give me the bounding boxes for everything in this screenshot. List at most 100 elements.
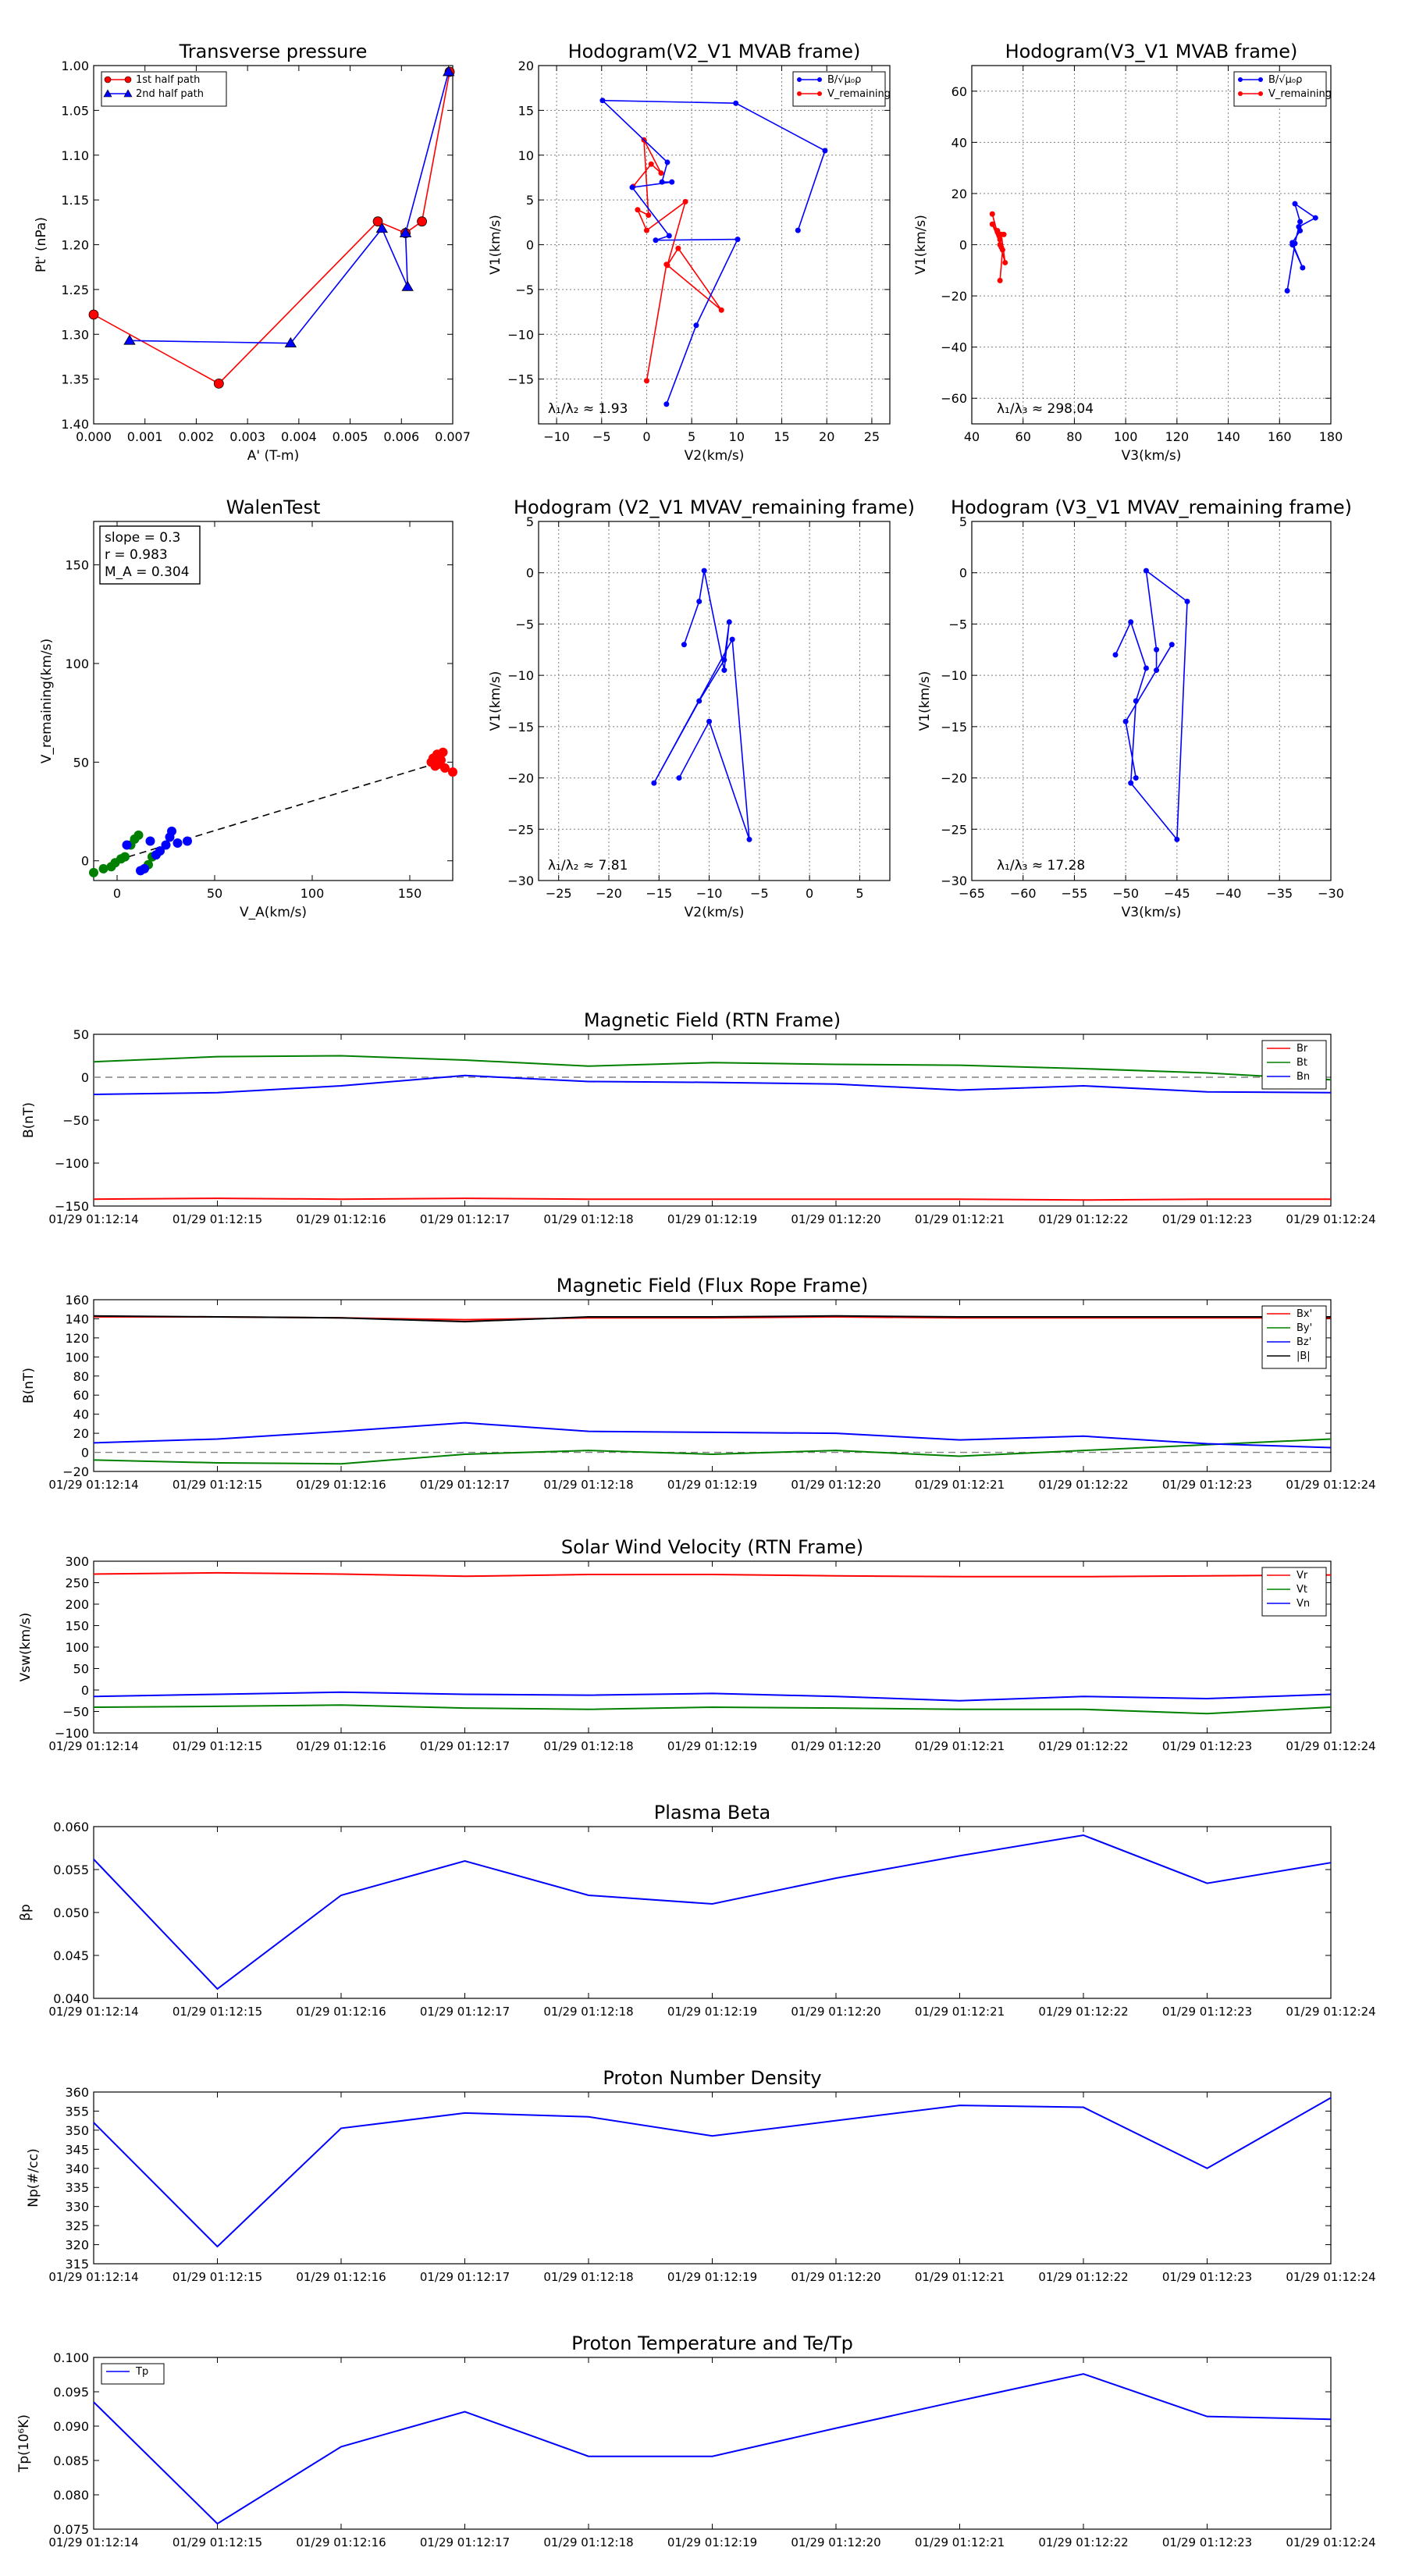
x-tick-label: 10 (729, 429, 745, 444)
legend-label: Br (1297, 1043, 1308, 1055)
data-point (682, 198, 688, 205)
data-point (721, 656, 727, 663)
legend-marker (1258, 91, 1263, 96)
ratio-annotation: λ₁/λ₃ ≈ 17.28 (997, 858, 1085, 873)
data-point (1154, 667, 1160, 674)
data-point (746, 836, 752, 842)
y-tick-label: −5 (515, 617, 534, 632)
x-axis-label: V3(km/s) (1122, 448, 1182, 464)
x-tick-label: 01/29 01:12:17 (420, 1212, 510, 1226)
data-point (675, 245, 681, 251)
hodogram-mvab-v2-panel: −10 −5 0 5 10 15 20 25 20 15 10 5 0 −5 −10 −15 Hodogram(… (488, 41, 891, 464)
plot-frame (93, 1034, 1332, 1207)
series-line-data (93, 1834, 1332, 1991)
y-tick-label: 0 (81, 1070, 89, 1085)
x-tick-label: 01/29 01:12:23 (1162, 1212, 1252, 1226)
ratio-annotation: λ₁/λ₂ ≈ 1.93 (548, 401, 628, 417)
x-tick-label: 15 (774, 429, 789, 444)
y-tick-label: −60 (941, 391, 967, 406)
legend-label: V_remaining (1268, 88, 1332, 100)
data-point (658, 170, 664, 176)
y-tick-label: 1.40 (61, 417, 89, 432)
legend-label: 1st half path (136, 74, 200, 86)
y-tick-label: 0.075 (53, 2522, 89, 2537)
legend-label: Vn (1297, 1598, 1310, 1610)
y-tick-label: 0 (959, 238, 967, 253)
x-tick-label: 01/29 01:12:18 (543, 2270, 633, 2284)
data-point (676, 775, 682, 781)
legend-label: Bt (1297, 1057, 1307, 1069)
x-tick-label: 0.007 (435, 429, 471, 444)
x-tick-label: 0.000 (76, 429, 112, 444)
data-point (122, 840, 132, 850)
legend-marker (817, 91, 822, 96)
y-tick-label: 1.20 (61, 238, 89, 253)
x-tick-label: 01/29 01:12:14 (48, 2535, 138, 2549)
data-point (994, 227, 1001, 233)
y-tick-label: 0.085 (53, 2453, 89, 2468)
y-axis-label: B(nT) (21, 1102, 37, 1138)
x-tick-label: 0.004 (281, 429, 317, 444)
x-tick-label: 01/29 01:12:22 (1038, 2005, 1128, 2019)
x-tick-label: 01/29 01:12:17 (420, 1739, 510, 1753)
x-tick-label: 01/29 01:12:20 (791, 1212, 880, 1226)
plot-frame (93, 1560, 1332, 1734)
x-tick-label: 01/29 01:12:14 (48, 1212, 138, 1226)
y-tick-label: 0.090 (53, 2419, 89, 2434)
plot-frame (93, 65, 454, 425)
y-tick-label: −5 (515, 283, 534, 297)
x-tick-label: 01/29 01:12:20 (791, 1478, 880, 1492)
x-tick-label: 01/29 01:12:15 (173, 2005, 262, 2019)
x-tick-label: 01/29 01:12:21 (915, 2535, 1005, 2549)
legend-marker (797, 77, 802, 82)
legend-marker (124, 76, 132, 84)
series-line-data (93, 2097, 1332, 2248)
x-tick-label: 0 (806, 886, 813, 901)
x-tick-label: −25 (546, 886, 572, 901)
x-tick-label: 01/29 01:12:24 (1286, 1212, 1375, 1226)
legend-box (1233, 71, 1327, 107)
y-tick-label: −10 (507, 327, 534, 342)
x-tick-label: 0.005 (333, 429, 368, 444)
plot-frame (971, 65, 1332, 425)
x-tick-label: 01/29 01:12:16 (296, 2005, 386, 2019)
data-point (659, 179, 665, 185)
data-point (721, 667, 727, 674)
y-tick-label: 150 (65, 1619, 89, 1634)
data-point (88, 309, 99, 320)
ratio-annotation: λ₁/λ₃ ≈ 298.04 (997, 401, 1094, 417)
data-point (167, 826, 176, 836)
y-tick-label: 150 (65, 558, 89, 573)
legend-label: Bn (1297, 1071, 1310, 1083)
hodogram-mvav-v2-panel: −25 −20 −15 −10 −5 0 5 5 0 −5 −10 −15 −20 −25 −30 Hodog… (488, 496, 915, 920)
mag-fr-panel: 01/29 01:12:14 01/29 01:12:15 01/29 01:12:… (21, 1275, 1376, 1492)
y-tick-label: −25 (941, 822, 967, 837)
data-point (436, 755, 446, 765)
x-tick-label: −35 (1266, 886, 1293, 901)
series-line-br (93, 1197, 1331, 1201)
transverse-pressure-panel: 0.000 0.001 0.002 0.003 0.004 0.005 0.006 0.007… (34, 41, 471, 464)
x-axis-label: V_A(km/s) (240, 905, 307, 920)
x-tick-label: 20 (819, 429, 834, 444)
legend: 1st half path 2nd half path (101, 71, 227, 107)
plot-frame (93, 2357, 1332, 2530)
y-tick-label: −20 (941, 289, 967, 304)
legend: Tp (101, 2363, 165, 2385)
x-tick-label: 140 (1216, 429, 1240, 444)
x-tick-label: −15 (646, 886, 672, 901)
legend: Bx' By' Bz' |B| (1261, 1305, 1327, 1369)
data-point (448, 767, 457, 777)
series-line-bz (93, 1421, 1332, 1449)
y-axis-label: V_remaining(km/s) (39, 639, 55, 763)
data-point (98, 863, 108, 873)
y-tick-label: 1.05 (61, 103, 89, 118)
x-tick-label: 01/29 01:12:21 (915, 2270, 1005, 2284)
series-line-data (1115, 569, 1188, 841)
y-tick-label: 0.060 (53, 1820, 89, 1834)
hodogram-mvav-v3-panel: −65 −60 −55 −50 −45 −40 −35 −30 5 0 −5 −10 −15 −20 −25… (917, 496, 1352, 920)
x-axis-label: A' (T-m) (247, 448, 300, 464)
series-line-vt (93, 1704, 1332, 1715)
x-tick-label: 150 (398, 886, 422, 901)
data-point (133, 830, 144, 840)
